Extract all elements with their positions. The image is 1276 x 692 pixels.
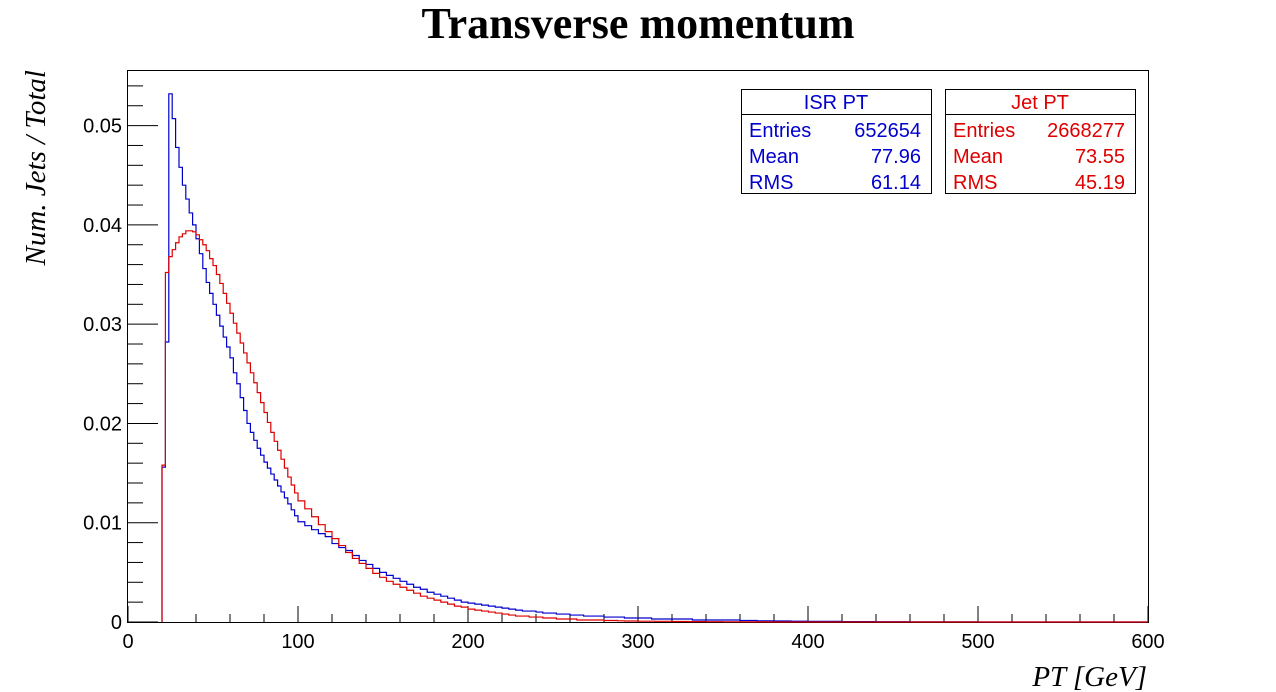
x-axis: 0 100 200 300 400 500 600 [122,606,1165,653]
stats-box-title: Jet PT [1011,92,1069,114]
stats-row-value: 652654 [854,120,921,142]
plot-frame [127,70,1149,623]
stats-row-value: 2668277 [1047,120,1125,142]
y-tick-label: 0 [111,612,122,634]
y-tick-label: 0.03 [83,314,122,336]
stats-row-label: Mean [749,146,799,168]
stats-box-frame [741,89,932,194]
x-axis-label: PT [GeV] [1031,661,1147,692]
x-tick-label: 300 [621,631,654,653]
x-tick-label: 100 [281,631,314,653]
stats-row-label: RMS [749,172,793,194]
y-tick-label: 0.02 [83,413,122,435]
stats-row-value: 73.55 [1075,146,1125,168]
stats-row-value: 61.14 [871,172,921,194]
stats-row-label: Entries [749,120,811,142]
stats-row-value: 77.96 [871,146,921,168]
series-line-jet-pt [161,230,1148,623]
stats-row-value: 45.19 [1075,172,1125,194]
x-tick-label: 200 [451,631,484,653]
y-tick-label: 0.01 [83,513,122,535]
x-tick-label: 0 [122,631,133,653]
stats-box-jet-pt: Jet PT Entries 2668277 Mean 73.55 RMS 45.19 [945,89,1136,194]
stats-row-label: Entries [953,120,1015,142]
stats-box-title: ISR PT [804,92,868,114]
x-tick-label: 400 [791,631,824,653]
x-tick-label: 600 [1131,631,1164,653]
y-tick-label: 0.04 [83,215,122,237]
y-axis-label: Num. Jets / Total [20,70,52,267]
stats-boxes: ISR PT Entries 652654 Mean 77.96 RMS 61.14 Jet … [741,89,1136,194]
series-layer [161,93,1148,623]
y-tick-label: 0.05 [83,116,122,138]
y-axis: 0 0.01 0.02 0.03 0.04 0.05 [83,85,158,634]
stats-row-label: RMS [953,172,997,194]
stats-row-label: Mean [953,146,1003,168]
stats-box-frame [945,89,1136,194]
chart-title: Transverse momentum [422,0,855,48]
x-tick-label: 500 [961,631,994,653]
stats-box-isr-pt: ISR PT Entries 652654 Mean 77.96 RMS 61.14 [741,89,932,194]
